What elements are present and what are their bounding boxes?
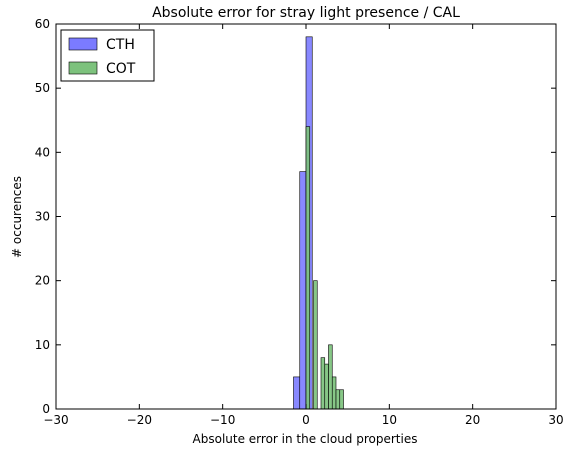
hist-bar-cot-2 [313,280,318,410]
legend-swatch-cot [68,61,98,75]
x-tick-label: −30 [43,413,68,427]
legend-label-cth: CTH [106,37,135,53]
y-tick-label: 60 [35,17,50,31]
bars-layer [293,36,344,410]
hist-bar-cot-9 [339,389,344,410]
x-tick-label: 10 [382,413,397,427]
x-axis-label: Absolute error in the cloud properties [193,432,418,446]
x-tick-label: 20 [465,413,480,427]
hist-bar-cot-5 [324,363,329,410]
hist-bar-cot-4 [320,357,326,410]
y-tick-label: 40 [35,145,50,159]
legend-label-cot: COT [106,61,136,77]
x-tick-label: 0 [302,413,310,427]
y-tick-label: 20 [35,274,50,288]
hist-bar-cot-7 [331,376,337,410]
x-tick-label: −20 [127,413,152,427]
y-tick-label: 50 [35,81,50,95]
legend-swatch-cth [68,37,98,51]
ticks-layer: −30 −20 −10 0 10 20 30 0 10 20 30 40 50 60 [35,17,564,427]
y-axis-label: # occurences [10,176,24,258]
hist-bar-cot-0 [305,126,311,410]
hist-bar-cth-1 [299,171,307,410]
chart-legend: CTH COT [60,29,155,82]
hist-bar-cot-8 [335,389,341,410]
hist-bar-cth-0 [293,376,301,410]
x-tick-label: −10 [210,413,235,427]
chart-title: Absolute error for stray light presence … [152,5,460,21]
x-tick-label: 30 [548,413,563,427]
y-tick-label: 0 [42,402,50,416]
y-tick-label: 30 [35,210,50,224]
hist-bar-cot-6 [328,344,333,410]
y-tick-label: 10 [35,338,50,352]
